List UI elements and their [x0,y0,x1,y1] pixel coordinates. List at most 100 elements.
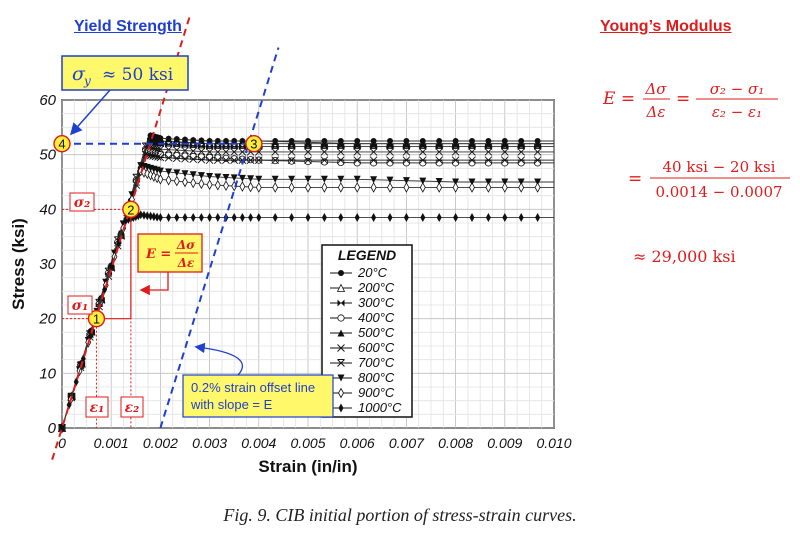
legend: LEGEND 20°C200°C300°C400°C500°C600°C700°… [321,244,413,418]
legend-marker [338,403,344,413]
data-point [402,156,411,164]
data-point [213,147,222,156]
data-point [320,147,329,156]
data-point [420,213,426,223]
sigma-y-subscript: y [83,74,91,88]
data-point [534,140,542,148]
data-point [419,140,427,148]
data-point [173,135,181,143]
data-point [246,156,255,164]
sigma1-label: σ₁ [72,298,88,314]
data-point [255,182,262,193]
data-point [181,170,189,178]
offset-annotation: 0.2% strain offset line with slope = E [182,342,334,418]
data-point [207,213,213,223]
sigma-y-value: ≈ 50 ksi [102,65,174,85]
data-point [304,157,312,166]
data-point [535,213,541,223]
data-point [402,147,411,156]
data-point [182,213,188,223]
offset-label-line2: with slope = E [190,397,273,412]
legend-entry: 200°C [357,280,395,295]
data-point [157,173,164,185]
data-point [500,147,509,156]
data-point [238,147,247,156]
data-point [141,210,147,220]
data-point [154,212,160,222]
data-point [239,213,245,223]
data-point [189,171,197,179]
data-point [197,147,206,156]
data-point [197,172,205,180]
legend-entry: 900°C [358,385,395,400]
x-axis-title: Strain (in/in) [258,457,357,476]
data-point [287,147,296,156]
legend-marker [337,329,345,337]
data-point [435,147,444,156]
data-point [271,147,280,156]
data-point [386,140,394,148]
point-marker-3 [245,135,263,153]
data-point [469,213,475,223]
point-marker-label-3: 3 [250,137,257,152]
e-box-lhs: E = [145,247,171,262]
data-point [403,213,409,223]
data-point [287,156,296,164]
data-point [156,153,165,162]
data-point [156,134,164,142]
point-marker-label-2: 2 [127,202,134,217]
data-point [172,154,181,163]
legend-marker [337,344,345,352]
data-point [181,136,189,144]
data-point [189,155,198,164]
x-tick-label: 0.004 [241,435,276,451]
series-800C [58,162,554,432]
data-point [215,213,221,223]
x-tick-label: 0.008 [438,435,473,451]
legend-entry: 700°C [358,355,395,370]
data-point [501,140,509,148]
data-point [452,140,460,148]
data-point [271,156,280,164]
data-point [230,156,239,164]
data-point [533,147,542,156]
legend-marker [336,283,346,292]
series-900C [59,165,554,434]
data-point [156,145,165,154]
sigma-y-symbol: σ [72,63,86,85]
x-tick-label: 0.002 [143,435,178,451]
data-point [256,213,262,223]
data-point [336,156,345,164]
data-point [469,182,475,193]
eq2-eq: = [628,169,642,189]
data-point [453,213,459,223]
data-point [205,156,214,164]
data-point [148,211,154,221]
data-point [123,215,129,225]
data-point [305,182,311,193]
data-point [164,154,173,162]
data-point [198,213,204,223]
data-point [386,156,394,164]
data-point [304,156,312,164]
data-point [435,140,443,148]
offset-line [159,47,280,429]
data-point [419,177,427,185]
data-point [517,156,526,164]
data-point [214,179,221,191]
data-point [197,137,205,145]
legend-marker [337,374,345,382]
eps1-label: ε₁ [90,400,105,416]
data-point [484,156,493,164]
data-point [157,213,163,223]
eq-frac1-den: Δε [646,103,666,121]
data-point [386,147,394,156]
data-point [321,213,327,223]
data-point [173,175,180,187]
point-marker-label-4: 4 [58,137,65,152]
y-tick-label: 0 [48,420,57,437]
y-tick-labels: 0 10 20 30 40 50 60 [38,92,56,437]
data-point [173,169,181,177]
point-marker-1 [87,309,106,328]
